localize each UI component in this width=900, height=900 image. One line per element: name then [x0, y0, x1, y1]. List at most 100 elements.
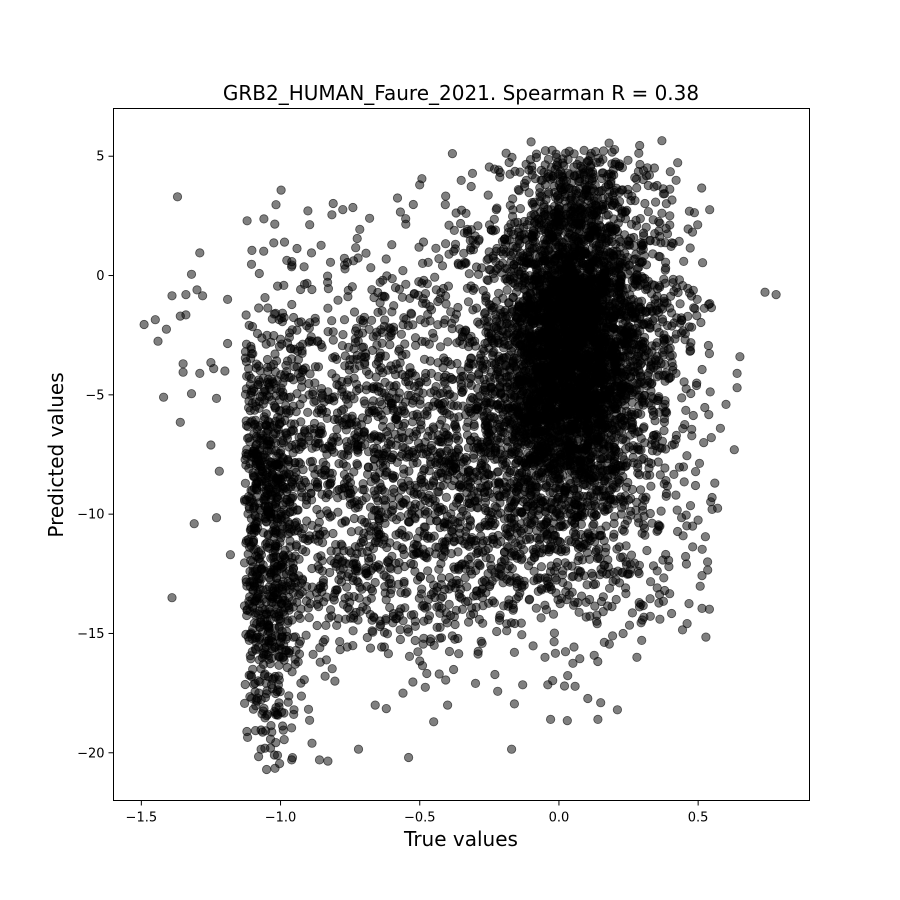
data-point — [564, 446, 575, 456]
data-point — [548, 675, 558, 686]
data-point — [560, 245, 571, 255]
data-point — [186, 269, 197, 279]
data-point — [729, 445, 739, 455]
data-point — [732, 368, 742, 378]
data-point — [614, 161, 625, 171]
data-point — [598, 146, 609, 156]
data-point — [703, 340, 714, 351]
data-point — [659, 425, 669, 436]
data-point — [564, 535, 574, 545]
data-point — [646, 481, 656, 491]
data-point — [483, 190, 493, 200]
data-point — [594, 246, 605, 256]
data-point — [489, 164, 500, 174]
data-point — [506, 744, 517, 754]
data-point — [678, 423, 688, 434]
data-point — [612, 705, 623, 715]
data-point — [679, 256, 689, 266]
data-point — [681, 405, 691, 415]
data-point — [655, 614, 665, 624]
data-point — [522, 291, 533, 301]
data-point — [626, 493, 636, 504]
data-point — [214, 466, 224, 476]
data-point — [502, 285, 512, 295]
data-point — [586, 148, 596, 158]
data-point — [533, 428, 543, 438]
data-point — [483, 393, 493, 403]
data-point — [540, 210, 550, 220]
data-point — [614, 447, 624, 457]
data-point — [659, 293, 669, 304]
data-point — [635, 140, 645, 151]
data-point — [676, 513, 687, 523]
data-point — [570, 231, 580, 242]
data-point — [444, 646, 455, 657]
data-point — [604, 138, 614, 148]
data-point — [610, 496, 620, 506]
data-point — [603, 399, 614, 409]
data-point — [577, 300, 587, 310]
chart-title: GRB2_HUMAN_Faure_2021. Spearman R = 0.38 — [223, 81, 699, 105]
data-point — [565, 475, 575, 485]
data-point — [618, 434, 628, 444]
data-point — [696, 317, 706, 328]
data-point — [597, 288, 607, 299]
data-point — [518, 680, 528, 690]
data-point — [413, 647, 423, 657]
data-point — [715, 423, 726, 433]
data-point — [561, 500, 571, 510]
data-point — [223, 338, 233, 349]
data-point — [172, 192, 183, 202]
data-point — [492, 626, 502, 637]
data-point — [533, 330, 544, 340]
data-point — [583, 424, 593, 434]
data-point — [735, 352, 745, 362]
data-point — [632, 183, 642, 193]
data-point — [586, 453, 596, 463]
data-point — [656, 506, 666, 516]
data-point — [626, 550, 637, 560]
data-point — [575, 654, 585, 664]
data-point — [699, 437, 709, 448]
data-point — [669, 469, 679, 479]
data-point — [508, 194, 518, 204]
data-point — [540, 652, 550, 662]
data-point — [545, 714, 556, 725]
data-point — [628, 332, 639, 342]
data-point — [600, 547, 610, 557]
data-point — [547, 495, 557, 505]
data-point — [569, 296, 580, 306]
data-point — [440, 200, 450, 210]
data-point — [511, 315, 521, 325]
data-point — [671, 430, 682, 440]
data-point — [575, 373, 586, 383]
data-point — [623, 155, 633, 165]
data-point — [599, 431, 609, 441]
data-point — [657, 136, 667, 146]
data-point — [582, 580, 592, 590]
data-point — [223, 294, 233, 304]
data-point — [712, 503, 723, 513]
data-point — [540, 160, 550, 170]
data-point — [536, 562, 547, 572]
data-point — [508, 292, 519, 302]
data-point — [562, 715, 572, 726]
data-point — [195, 368, 205, 378]
data-point — [493, 686, 503, 696]
data-point — [513, 185, 524, 195]
data-point — [641, 492, 651, 502]
data-point — [567, 348, 577, 359]
data-point — [482, 275, 492, 285]
data-point — [596, 698, 606, 708]
data-point — [167, 291, 177, 301]
data-point — [666, 608, 677, 619]
data-point — [561, 148, 571, 158]
data-point — [505, 169, 515, 179]
data-point — [609, 360, 620, 371]
data-point — [543, 432, 554, 442]
data-point — [181, 289, 191, 300]
data-point — [417, 174, 427, 184]
data-point — [591, 510, 601, 520]
data-point — [771, 289, 781, 300]
data-point — [565, 410, 575, 420]
